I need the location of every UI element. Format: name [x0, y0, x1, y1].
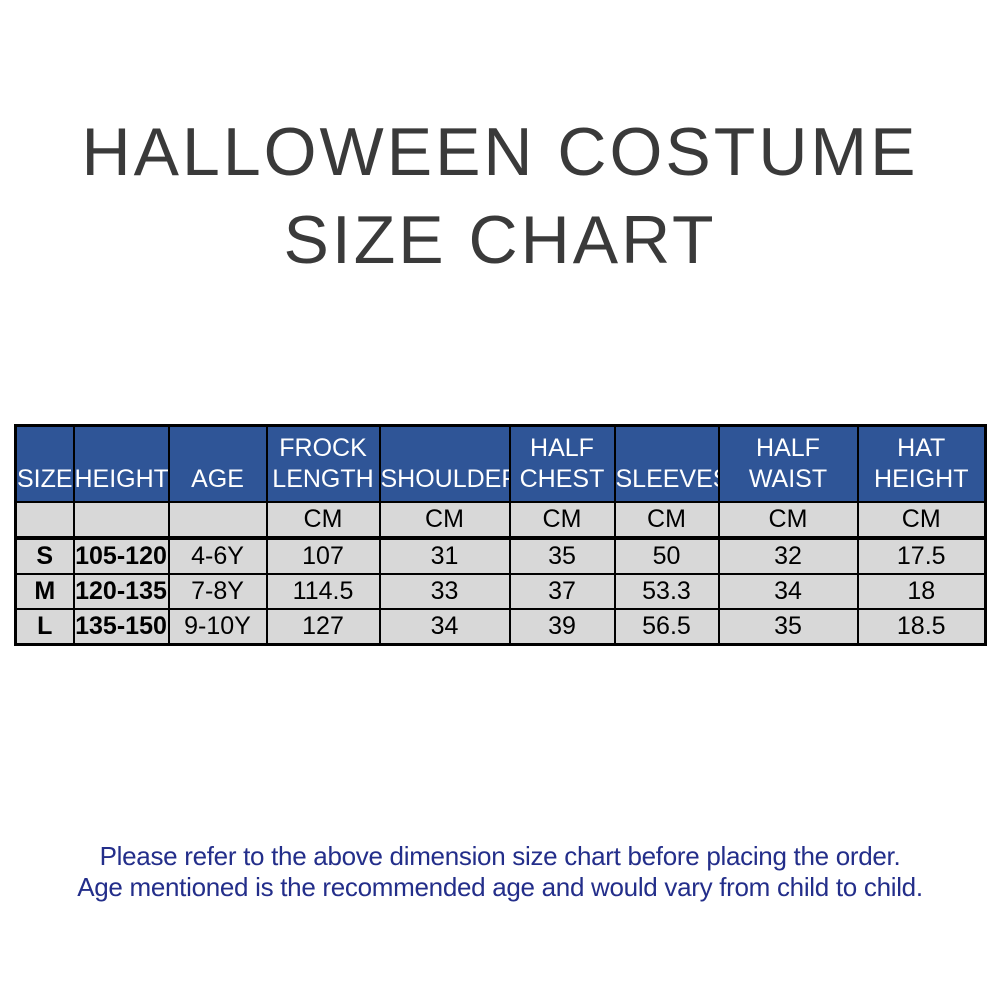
- col-header-half-waist-line2: WAIST: [748, 465, 828, 493]
- col-header-age: AGE: [167, 424, 268, 503]
- cell-hat-height: 17.5: [856, 537, 987, 575]
- cell-age: 4-6Y: [167, 537, 268, 575]
- size-chart-table: SIZE HEIGHT AGE FROCK LENGTH SHOULDER HAL…: [14, 424, 987, 646]
- size-chart-table-container: SIZE HEIGHT AGE FROCK LENGTH SHOULDER HAL…: [14, 424, 987, 646]
- col-header-size-line2: SIZE: [17, 465, 73, 493]
- col-header-height-line2: HEIGHT: [74, 465, 169, 493]
- units-sleeves-cell: CM: [613, 501, 720, 540]
- col-header-hat-height-line2: HEIGHT: [874, 465, 969, 493]
- units-row: CM CM CM CM CM CM: [14, 501, 987, 540]
- units-size-cell: [14, 501, 75, 540]
- cell-half-waist: 32: [717, 537, 859, 575]
- page-title-line1: HALLOWEEN COSTUME: [81, 114, 919, 190]
- col-header-half-waist-line1: HALF: [756, 434, 820, 462]
- cell-half-chest: 39: [508, 608, 616, 646]
- col-header-frock-length: FROCK LENGTH: [265, 424, 381, 503]
- cell-size: L: [14, 608, 75, 646]
- cell-frock-length: 127: [265, 608, 381, 646]
- cell-sleeves: 50: [613, 537, 720, 575]
- table-row-size-s: S 105-120 4-6Y 107 31 35 50 32 17.5: [14, 537, 987, 575]
- col-header-frock-length-line2: LENGTH: [272, 465, 374, 493]
- col-header-sleeves: SLEEVES: [613, 424, 720, 503]
- footer-note: Please refer to the above dimension size…: [0, 841, 1000, 903]
- col-header-half-chest-line2: CHEST: [519, 465, 605, 493]
- col-header-shoulder-line2: SHOULDER: [380, 465, 510, 493]
- cell-shoulder: 31: [378, 537, 511, 575]
- units-shoulder-cell: CM: [378, 501, 511, 540]
- col-header-size: SIZE: [14, 424, 75, 503]
- cell-frock-length: 114.5: [265, 573, 381, 610]
- cell-half-chest: 37: [508, 573, 616, 610]
- units-frock-length-cell: CM: [265, 501, 381, 540]
- units-height-cell: [72, 501, 170, 540]
- cell-height: 135-150: [72, 608, 170, 646]
- footer-note-line1: Please refer to the above dimension size…: [99, 841, 901, 871]
- table-row-size-l: L 135-150 9-10Y 127 34 39 56.5 35 18.5: [14, 608, 987, 646]
- cell-size: S: [14, 537, 75, 575]
- cell-height: 120-135: [72, 573, 170, 610]
- col-header-half-chest: HALF CHEST: [508, 424, 616, 503]
- table-row-size-m: M 120-135 7-8Y 114.5 33 37 53.3 34 18: [14, 573, 987, 610]
- page-title: HALLOWEEN COSTUME SIZE CHART: [0, 108, 1000, 284]
- col-header-sleeves-line2: SLEEVES: [615, 465, 719, 493]
- cell-sleeves: 56.5: [613, 608, 720, 646]
- cell-shoulder: 34: [378, 608, 511, 646]
- col-header-hat-height-line1: HAT: [897, 434, 946, 462]
- footer-note-line2: Age mentioned is the recommended age and…: [77, 872, 923, 902]
- cell-half-chest: 35: [508, 537, 616, 575]
- header-row: SIZE HEIGHT AGE FROCK LENGTH SHOULDER HAL…: [14, 424, 987, 503]
- cell-sleeves: 53.3: [613, 573, 720, 610]
- cell-hat-height: 18: [856, 573, 987, 610]
- cell-age: 9-10Y: [167, 608, 268, 646]
- cell-hat-height: 18.5: [856, 608, 987, 646]
- cell-age: 7-8Y: [167, 573, 268, 610]
- units-half-chest-cell: CM: [508, 501, 616, 540]
- page-title-line2: SIZE CHART: [283, 202, 717, 278]
- units-hat-height-cell: CM: [856, 501, 987, 540]
- col-header-height: HEIGHT: [72, 424, 170, 503]
- col-header-age-line2: AGE: [191, 465, 244, 493]
- units-age-cell: [167, 501, 268, 540]
- units-half-waist-cell: CM: [717, 501, 859, 540]
- col-header-half-waist: HALF WAIST: [717, 424, 859, 503]
- col-header-frock-length-line1: FROCK: [279, 434, 367, 462]
- cell-size: M: [14, 573, 75, 610]
- cell-half-waist: 35: [717, 608, 859, 646]
- cell-half-waist: 34: [717, 573, 859, 610]
- col-header-shoulder: SHOULDER: [378, 424, 511, 503]
- cell-frock-length: 107: [265, 537, 381, 575]
- cell-height: 105-120: [72, 537, 170, 575]
- col-header-hat-height: HAT HEIGHT: [856, 424, 987, 503]
- col-header-half-chest-line1: HALF: [530, 434, 594, 462]
- cell-shoulder: 33: [378, 573, 511, 610]
